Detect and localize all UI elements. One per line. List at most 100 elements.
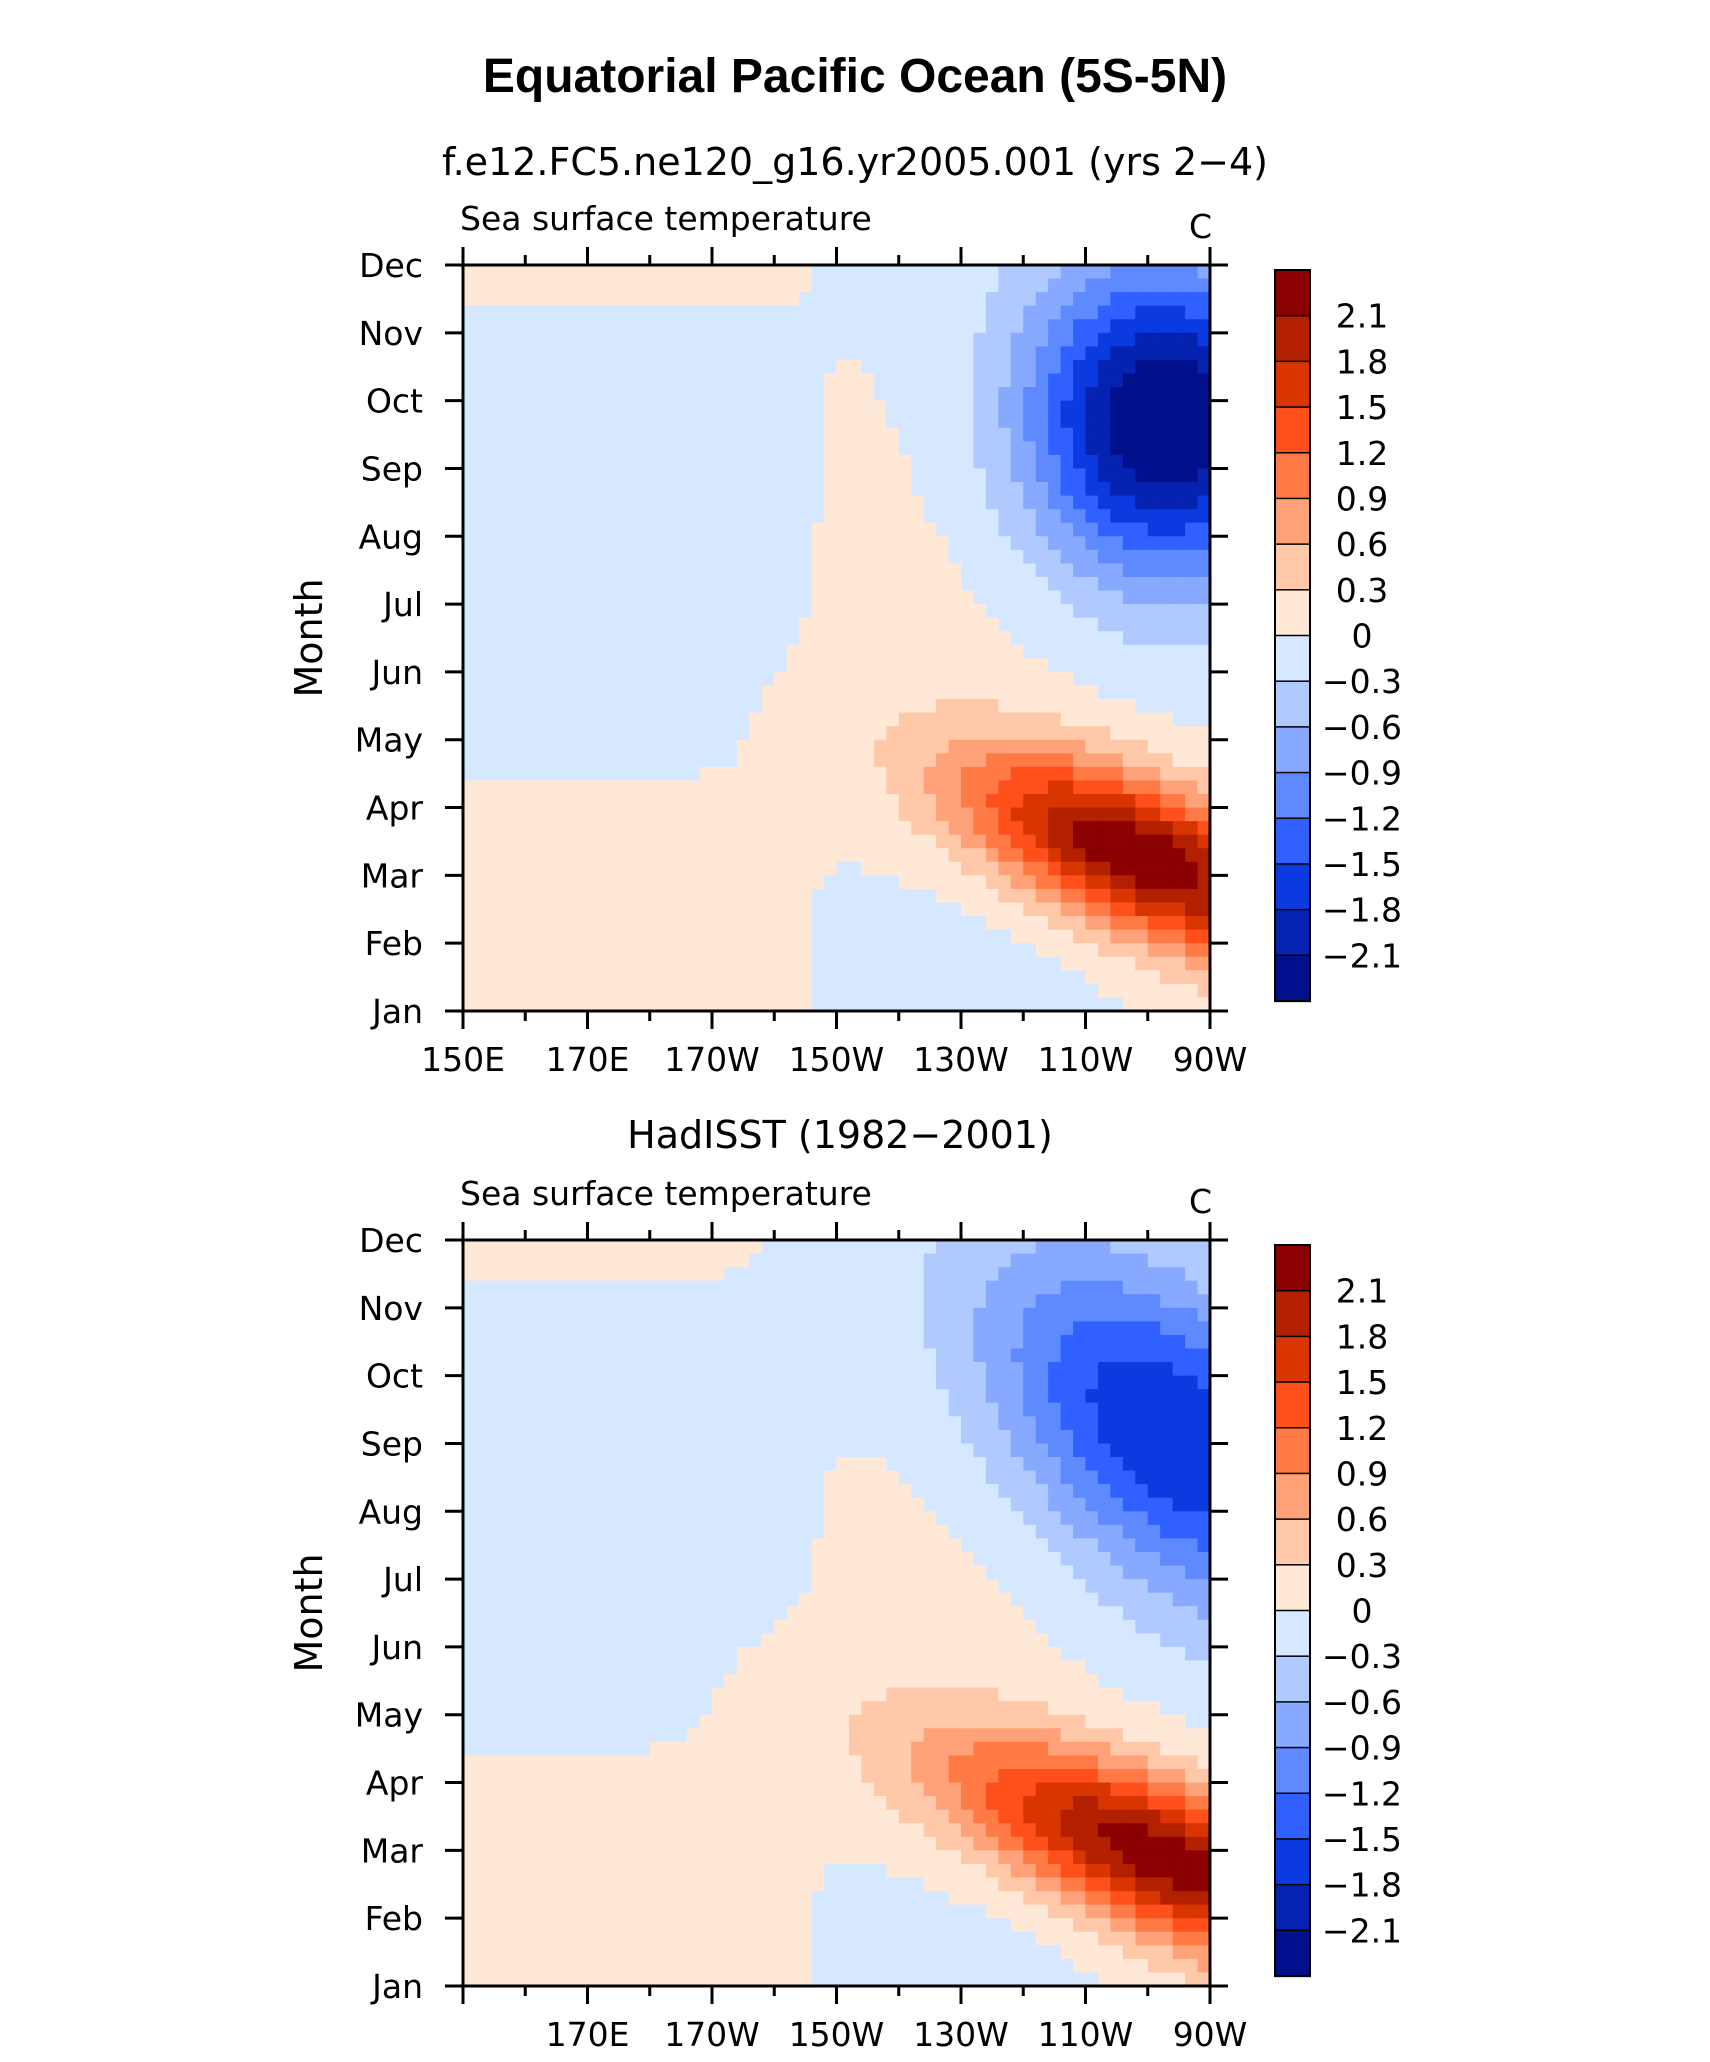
contour-cell: [749, 943, 763, 958]
contour-cell: [811, 482, 825, 497]
contour-cell: [525, 1429, 539, 1445]
contour-cell: [724, 604, 738, 619]
contour-cell: [1010, 346, 1024, 361]
contour-cell: [923, 1457, 937, 1472]
contour-cell: [1135, 1416, 1149, 1431]
contour-cell: [525, 400, 539, 415]
contour-cell: [587, 1592, 601, 1607]
contour-cell: [575, 292, 589, 307]
contour-cell: [512, 1267, 526, 1282]
contour-cell: [1035, 1253, 1049, 1268]
units-string: C: [1189, 207, 1212, 246]
contour-cell: [736, 400, 750, 415]
contour-cell: [1185, 1484, 1199, 1499]
contour-cell: [575, 1565, 589, 1580]
contour-cell: [662, 346, 676, 361]
contour-cell: [1048, 861, 1062, 876]
contour-cell: [848, 305, 862, 320]
contour-cell: [948, 685, 962, 700]
contour-cell: [786, 753, 800, 768]
contour-cell: [973, 278, 987, 293]
contour-cell: [1197, 929, 1211, 944]
contour-cell: [1073, 916, 1087, 931]
contour-cell: [749, 821, 763, 836]
contour-cell: [537, 1348, 551, 1363]
contour-cell: [774, 631, 788, 646]
contour-cell: [463, 671, 477, 687]
contour-cell: [1122, 1538, 1136, 1553]
contour-cell: [936, 509, 950, 524]
contour-cell: [475, 482, 489, 497]
contour-cell: [525, 468, 539, 483]
contour-cell: [1185, 1551, 1199, 1567]
contour-cell: [961, 441, 975, 456]
contour-cell: [537, 1362, 551, 1377]
contour-cell: [861, 576, 875, 592]
contour-cell: [985, 848, 999, 863]
contour-cell: [649, 807, 663, 822]
contour-cell: [1023, 332, 1037, 347]
contour-cell: [973, 943, 987, 958]
contour-cell: [1185, 726, 1199, 741]
contour-cell: [712, 712, 726, 727]
contour-cell: [1048, 1348, 1062, 1363]
contour-cell: [1185, 509, 1199, 524]
contour-cell: [1147, 1389, 1161, 1404]
contour-cell: [1147, 1348, 1161, 1363]
contour-cell: [961, 983, 975, 999]
contour-cell: [525, 563, 539, 578]
contour-cell: [1085, 766, 1099, 782]
contour-cell: [1048, 644, 1062, 659]
contour-cell: [562, 1334, 576, 1350]
contour-cell: [911, 1267, 925, 1282]
contour-cell: [736, 346, 750, 361]
contour-cell: [537, 834, 551, 849]
contour-cell: [550, 753, 564, 768]
contour-cell: [786, 482, 800, 497]
contour-cell: [848, 319, 862, 334]
contour-cell: [699, 454, 713, 470]
contour-cell: [475, 1280, 489, 1295]
contour-cell: [736, 265, 750, 280]
contour-cell: [998, 536, 1012, 551]
contour-cell: [1010, 549, 1024, 564]
contour-cell: [587, 699, 601, 714]
contour-cell: [475, 834, 489, 849]
contour-cell: [1048, 414, 1062, 429]
contour-cell: [898, 536, 912, 551]
contour-cell: [886, 685, 900, 700]
contour-cell: [550, 427, 564, 442]
contour-cell: [873, 1429, 887, 1445]
contour-cell: [861, 685, 875, 700]
contour-cell: [736, 319, 750, 334]
contour-cell: [886, 1294, 900, 1309]
contour-cell: [1010, 943, 1024, 958]
y-tick-label: Sep: [361, 449, 423, 488]
contour-cell: [1185, 1443, 1199, 1458]
contour-cell: [1122, 400, 1136, 415]
contour-cell: [911, 1294, 925, 1309]
contour-cell: [1160, 1497, 1174, 1512]
colorbar-label: 2.1: [1336, 297, 1388, 336]
contour-cell: [886, 1429, 900, 1445]
contour-cell: [1073, 604, 1087, 619]
contour-cell: [749, 400, 763, 415]
contour-cell: [786, 1334, 800, 1350]
contour-cell: [1122, 766, 1136, 782]
contour-cell: [562, 617, 576, 632]
contour-cell: [1010, 793, 1024, 809]
contour-cell: [1122, 1267, 1136, 1282]
contour-cell: [861, 278, 875, 293]
contour-cell: [923, 970, 937, 985]
contour-cell: [1185, 590, 1199, 605]
contour-cell: [487, 1497, 501, 1512]
contour-cell: [724, 387, 738, 402]
contour-cell: [985, 1253, 999, 1268]
contour-cell: [599, 563, 613, 578]
contour-cell: [1023, 536, 1037, 551]
contour-cell: [1110, 346, 1124, 361]
contour-cell: [1135, 1294, 1149, 1309]
contour-cell: [1073, 848, 1087, 863]
contour-cell: [599, 1416, 613, 1431]
contour-cell: [674, 536, 688, 551]
